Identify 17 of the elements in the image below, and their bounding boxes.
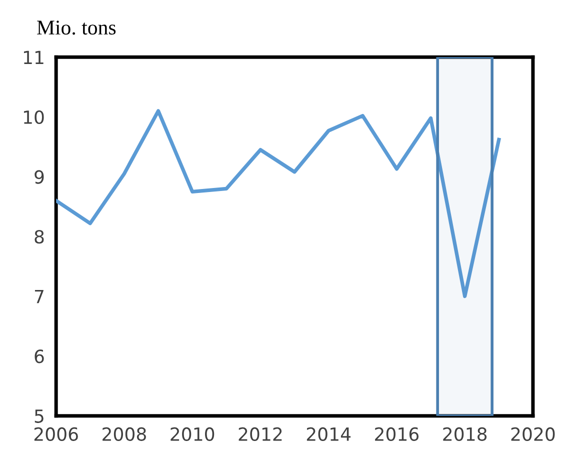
x-tick-label: 2018 [443,427,487,441]
y-tick-label: 6 [34,350,44,364]
y-tick-label: 8 [34,230,44,244]
x-tick-label: 2012 [238,427,282,441]
x-tick-label: 2020 [511,427,555,441]
x-tick-label: 2006 [34,427,78,441]
y-tick-label: 11 [24,50,44,64]
x-tick-label: 2008 [102,427,146,441]
x-tick-label: 2010 [170,427,214,441]
x-tick-label: 2014 [306,427,351,441]
y-tick-label: 5 [34,410,44,423]
x-tick-label: 2016 [375,427,419,441]
y-tick-label: 9 [34,170,44,184]
line-series [56,109,501,298]
y-axis-title: Mio. tons [37,20,116,35]
y-tick-label: 7 [34,290,44,304]
y-tick-label: 10 [24,110,44,124]
